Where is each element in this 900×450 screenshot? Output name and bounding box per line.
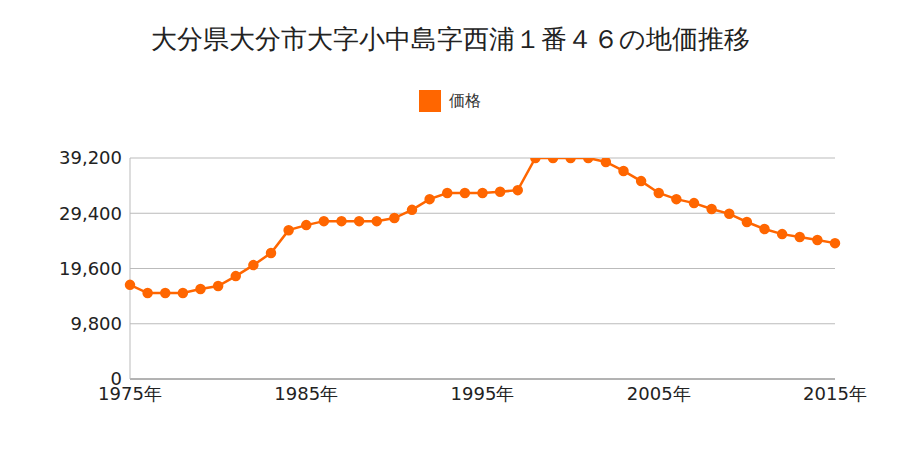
html-text:大分県大分市大字小中島字西浦１番４６の地価推移: 大分県大分市大字小中島字西浦１番４６の地価推移: [150, 24, 750, 54]
html-text:価格: 価格: [449, 90, 481, 110]
svg-text:2005年: 2005年: [627, 383, 691, 404]
svg-text:29,400: 29,400: [59, 203, 122, 224]
svg-text:1985年: 1985年: [274, 383, 338, 404]
svg-text:9,800: 9,800: [70, 313, 122, 334]
svg-text:0: 0: [111, 368, 122, 389]
svg-text:1975年: 1975年: [98, 383, 162, 404]
svg-text:39,200: 39,200: [59, 147, 122, 168]
svg-text:2015年: 2015年: [803, 383, 867, 404]
svg-text:1995年: 1995年: [451, 383, 515, 404]
svg-text:19,600: 19,600: [59, 258, 122, 279]
